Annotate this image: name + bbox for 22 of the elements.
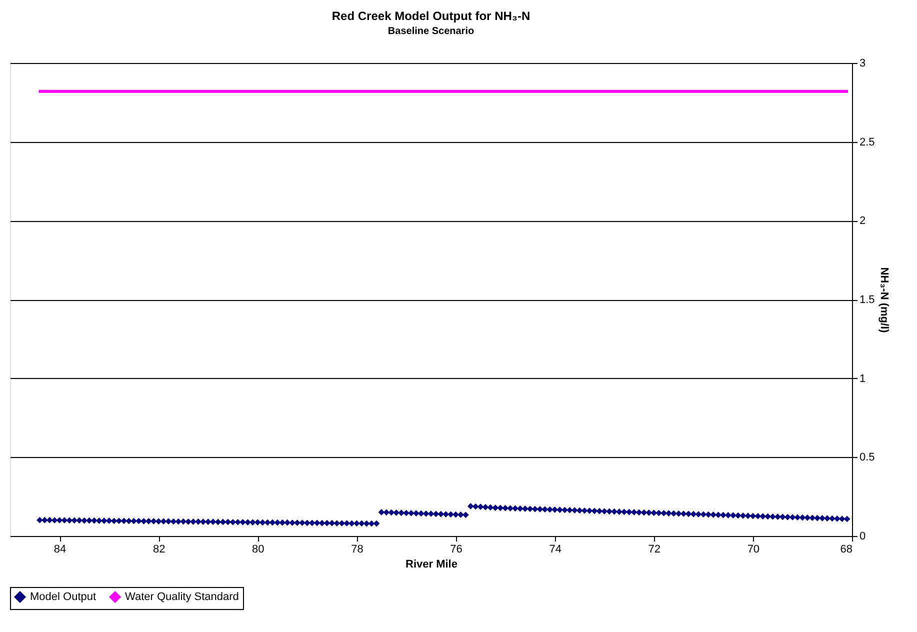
x-tick-label: 84 <box>54 544 66 556</box>
x-tick-label: 76 <box>450 544 462 556</box>
chart-subtitle: Baseline Scenario <box>388 26 474 37</box>
x-tick-label: 74 <box>549 544 562 556</box>
y-tick-label: 1.5 <box>860 294 875 306</box>
y-tick-label: 0.5 <box>860 452 875 464</box>
x-tick-label: 82 <box>152 544 166 556</box>
y-tick-label: 2 <box>860 215 866 228</box>
x-axis-title: River Mile <box>406 558 458 570</box>
y-tick-label: 3 <box>860 58 866 70</box>
y-axis-title: NH₃-N (mg/l) <box>878 267 890 334</box>
y-tick-label: 1 <box>860 372 866 385</box>
y-tick-label: 2.5 <box>860 136 875 148</box>
x-tick-label: 68 <box>840 544 852 556</box>
y-tick-label: 0 <box>860 530 866 542</box>
legend-label: Water Quality Standard <box>125 591 239 603</box>
x-tick-label: 78 <box>351 544 364 556</box>
chart-title: Red Creek Model Output for NH₃-N <box>332 9 530 23</box>
legend-label: Model Output <box>30 591 96 603</box>
x-tick-label: 80 <box>252 544 264 556</box>
x-tick-label: 72 <box>648 544 661 556</box>
x-tick-label: 70 <box>747 544 760 556</box>
